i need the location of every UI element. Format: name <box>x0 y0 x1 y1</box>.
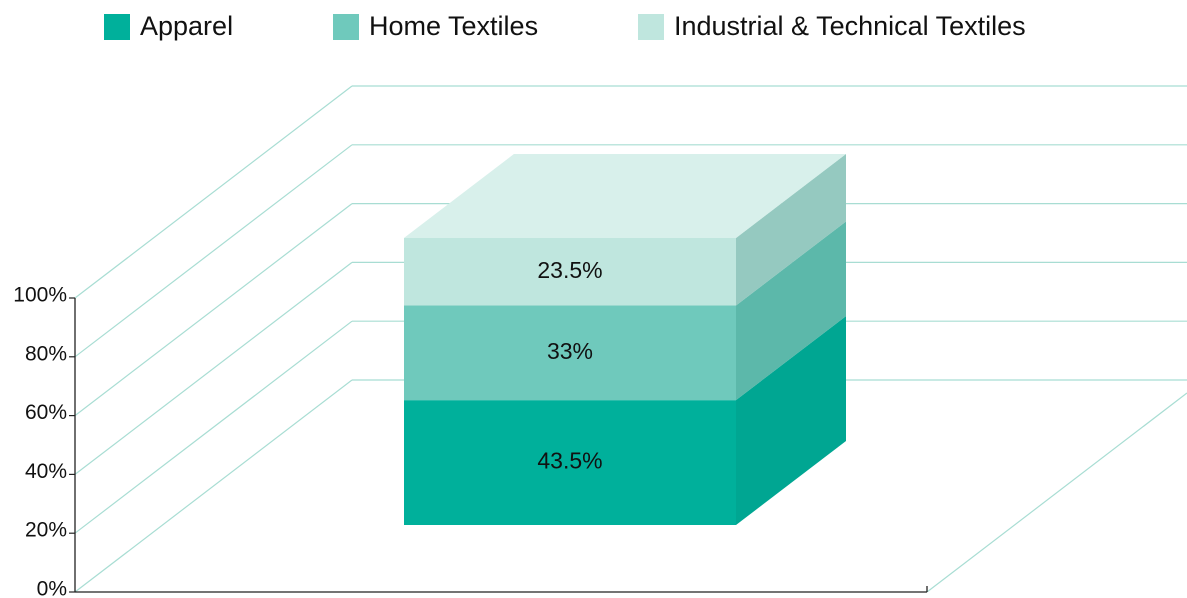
bar-side-shade <box>736 154 846 306</box>
y-tick-label: 20% <box>25 519 67 542</box>
legend-label: Industrial & Technical Textiles <box>674 11 1026 41</box>
y-tick-label: 60% <box>25 401 67 424</box>
bar-segment <box>404 154 846 306</box>
data-label: 43.5% <box>537 448 602 474</box>
bar-front <box>404 238 736 306</box>
bar-top-shade <box>404 154 846 238</box>
legend-swatch <box>333 14 359 40</box>
bar-side <box>736 154 846 306</box>
bar-front <box>404 305 736 401</box>
bar-side-shade <box>736 221 846 401</box>
grid-line <box>74 203 353 417</box>
bar-side <box>736 316 846 525</box>
legend-label: Apparel <box>140 11 233 41</box>
grid-line <box>74 320 353 534</box>
legend-label: Home Textiles <box>369 11 538 41</box>
y-tick-label: 40% <box>25 460 67 483</box>
bar-segment <box>404 316 846 525</box>
data-label: 33% <box>547 338 593 364</box>
bar-side-shade <box>736 316 846 525</box>
legend-swatch <box>638 14 664 40</box>
y-tick-label: 100% <box>13 284 67 307</box>
y-tick-label: 0% <box>37 578 67 598</box>
grid-line <box>74 144 353 358</box>
floor-edge <box>926 392 1187 593</box>
bar-front <box>404 400 736 525</box>
bar-side <box>736 221 846 401</box>
bar-top <box>404 154 846 238</box>
grid-line <box>74 379 353 593</box>
y-tick-label: 80% <box>25 342 67 365</box>
bar-segment <box>404 221 846 401</box>
data-label: 23.5% <box>537 257 602 283</box>
grid-line <box>74 85 353 299</box>
grid-line <box>74 261 353 475</box>
legend-swatch <box>104 14 130 40</box>
